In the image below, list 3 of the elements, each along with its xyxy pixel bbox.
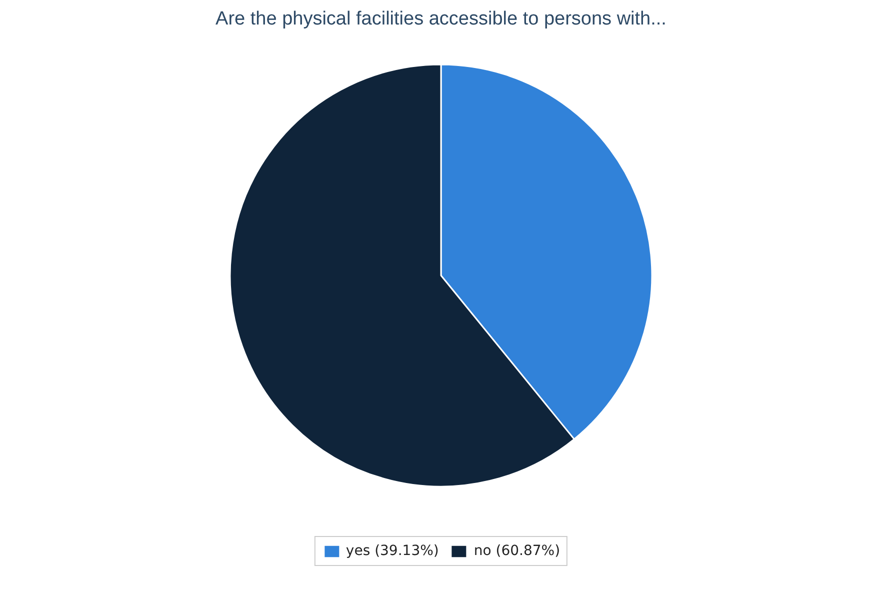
chart-title: Are the physical facilities accessible to persons with... — [216, 8, 666, 30]
legend-label: no (60.87%) — [474, 543, 560, 559]
legend-label: yes (39.13%) — [346, 543, 439, 559]
